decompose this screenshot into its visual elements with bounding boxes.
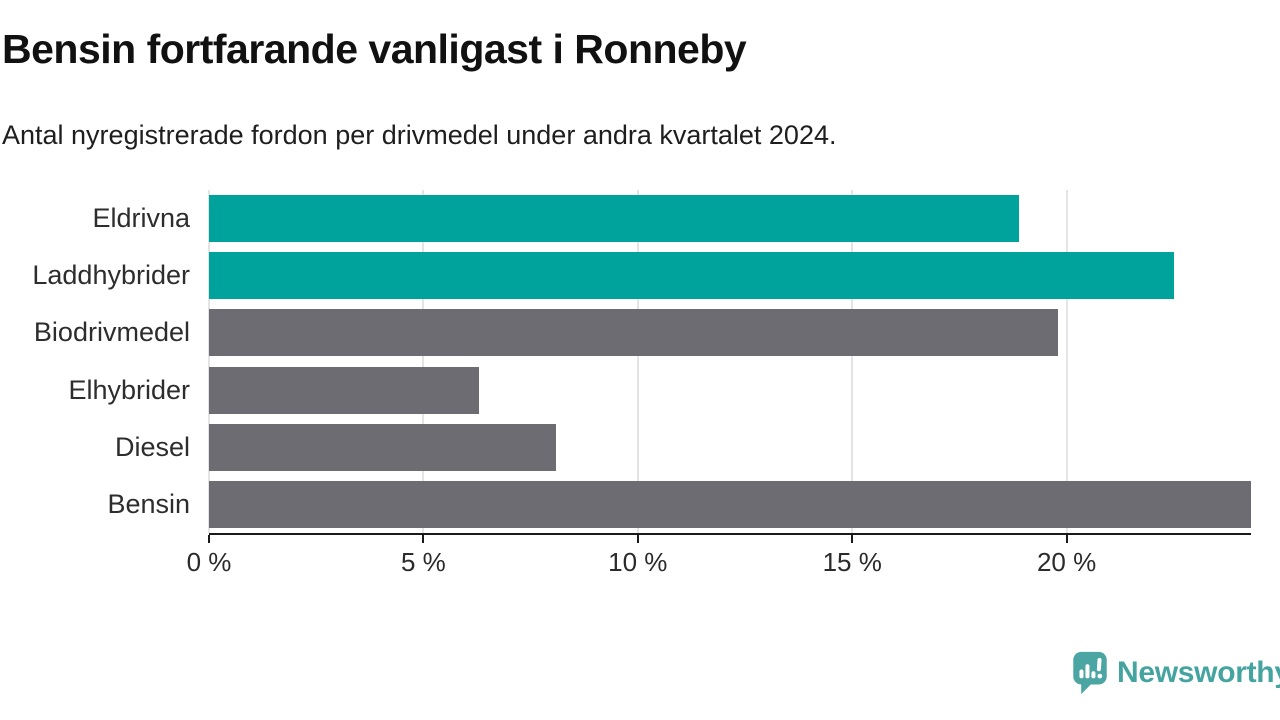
- x-axis-tick-label: 20 %: [1036, 547, 1097, 577]
- bar: [209, 195, 1020, 243]
- chart-title: Bensin fortfarande vanligast i Ronneby: [2, 26, 747, 72]
- newsworthy-wordmark: Newsworthy: [1117, 656, 1280, 689]
- bar: [209, 252, 1174, 300]
- gridline: [636, 190, 639, 533]
- category-label: Elhybrider: [68, 374, 190, 405]
- category-labels: Eldrivna Laddhybrider Biodrivmedel Elhybrid…: [0, 190, 190, 533]
- x-axis-tick-label: 0 %: [186, 547, 232, 577]
- x-axis-tick: [1065, 535, 1068, 543]
- x-axis-tick: [422, 535, 425, 543]
- x-axis-tick: [636, 535, 639, 543]
- category-label: Biodrivmedel: [33, 317, 190, 348]
- x-axis-tick-label: 5 %: [400, 547, 446, 577]
- gridline: [1065, 190, 1068, 533]
- x-axis-tick-label: 10 %: [608, 547, 668, 577]
- newsworthy-logo: Newsworthy: [1072, 651, 1280, 695]
- bar: [209, 309, 1059, 357]
- x-axis-tick: [851, 535, 854, 543]
- gridline: [422, 190, 425, 533]
- bar: [209, 480, 1251, 528]
- gridline: [208, 190, 210, 533]
- category-label: Laddhybrider: [32, 260, 190, 291]
- category-label: Bensin: [107, 488, 190, 519]
- category-label: Diesel: [114, 431, 190, 462]
- chart-subtitle: Antal nyregistrerade fordon per drivmede…: [2, 120, 837, 150]
- category-label: Eldrivna: [92, 203, 190, 233]
- x-axis: 0 % 5 % 10 % 15 % 20 %: [187, 535, 1251, 585]
- gridline: [851, 190, 854, 533]
- plot-area: [208, 190, 1251, 535]
- newsworthy-icon: [1073, 651, 1107, 695]
- x-axis-tick-label: 15 %: [822, 547, 882, 577]
- bar: [209, 366, 480, 414]
- x-axis-tick: [208, 535, 210, 543]
- bar: [209, 423, 557, 471]
